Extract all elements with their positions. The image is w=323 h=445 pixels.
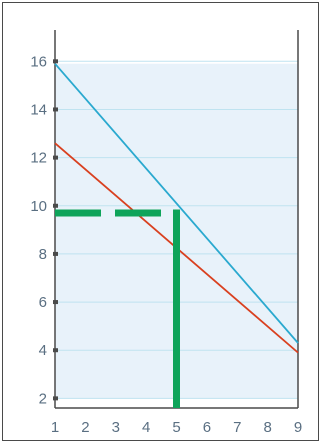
x-tick-label-1: 1 (51, 419, 59, 436)
y-tick-16 (53, 59, 58, 64)
y-tick-label-10: 10 (30, 198, 47, 215)
x-tick-label-4: 4 (142, 419, 150, 436)
y-tick-label-16: 16 (30, 53, 47, 70)
y-tick-2 (53, 396, 58, 401)
y-tick-label-14: 14 (30, 101, 47, 118)
y-tick-label-2: 2 (39, 390, 47, 407)
y-tick-label-6: 6 (39, 294, 47, 311)
series-line-1 (54, 63, 299, 344)
y-tick-14 (53, 107, 58, 112)
y-tick-10 (53, 203, 58, 208)
x-tick-label-6: 6 (203, 419, 211, 436)
y-tick-label-4: 4 (39, 342, 47, 359)
x-tick-label-8: 8 (263, 419, 271, 436)
y-tick-12 (53, 155, 58, 160)
y-tick-label-12: 12 (30, 150, 47, 167)
x-tick-label-3: 3 (112, 419, 120, 436)
x-tick-label-9: 9 (294, 419, 302, 436)
y-tick-label-8: 8 (39, 246, 47, 263)
x-tick-label-7: 7 (233, 419, 241, 436)
y-tick-6 (53, 300, 58, 305)
x-tick-label-2: 2 (81, 419, 89, 436)
y-tick-4 (53, 348, 58, 353)
y-tick-8 (53, 251, 58, 256)
x-tick-label-5: 5 (172, 419, 180, 436)
